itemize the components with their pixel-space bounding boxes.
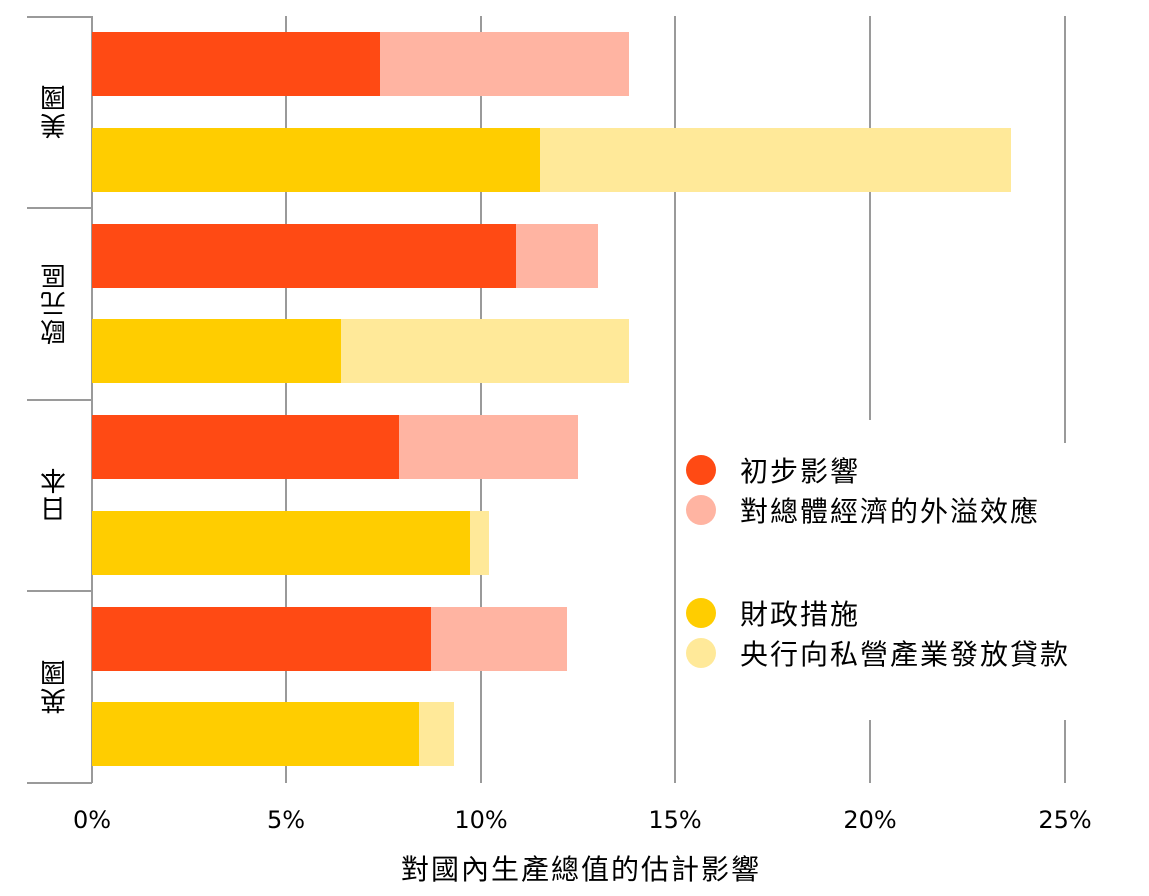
bar-us-measures [92,128,1011,192]
gridline-10 [480,16,482,783]
legend-dot-icon [686,638,716,668]
gridline-25-lower [1064,720,1066,783]
gridline-20-lower [869,720,871,783]
bar-us-impact [92,32,630,96]
bar-uk-impact-segment-secondary [430,607,567,671]
bar-japan-impact-segment-secondary [399,415,579,479]
gridline-15 [674,16,676,783]
x-tick-25: 25% [1038,806,1092,834]
bar-uk-measures-segment-secondary [418,702,454,766]
legend-label: 財政措施 [740,598,861,631]
legend-label: 央行向私營產業發放貸款 [740,638,1071,671]
x-axis-title: 對國內生產總值的估計影響 [400,853,761,886]
x-tick-0: 0% [72,806,112,834]
x-tick-10: 10% [454,806,508,834]
category-separator [27,16,92,18]
bar-us-impact-segment-secondary [380,32,630,96]
bar-eurozone-impact-segment-primary [92,224,517,288]
bar-uk-impact [92,607,567,671]
category-label-eurozone: 歐元區 [40,261,71,345]
legend-dot-icon [686,455,716,485]
gridline-5 [285,16,287,783]
bar-eurozone-measures-segment-primary [92,319,342,383]
bar-eurozone-impact-segment-secondary [516,224,598,288]
bar-eurozone-measures-segment-secondary [341,319,630,383]
category-label-uk: 英國 [40,658,71,714]
legend-label: 對總體經濟的外溢效應 [740,495,1041,528]
legend: 初步影響 對總體經濟的外溢效應 財政措施 央行向私營產業發放貸款 [686,450,1126,680]
gridline-20 [869,16,871,420]
category-separator [27,399,92,401]
bar-us-measures-segment-secondary [539,128,1011,192]
category-separator [27,207,92,209]
legend-item-central-bank-loans: 央行向私營產業發放貸款 [686,635,1070,671]
x-tick-5: 5% [266,806,306,834]
bar-eurozone-measures [92,319,630,383]
gridline-25 [1064,16,1066,443]
bar-japan-impact-segment-primary [92,415,400,479]
legend-label: 初步影響 [740,455,861,488]
bar-japan-measures-segment-secondary [469,511,489,575]
legend-dot-icon [686,598,716,628]
bar-us-measures-segment-primary [92,128,540,192]
category-label-japan: 日本 [40,466,71,523]
legend-item-fiscal: 財政措施 [686,595,860,631]
legend-dot-icon [686,495,716,525]
bar-japan-measures [92,511,489,575]
bar-japan-measures-segment-primary [92,511,470,575]
bar-japan-impact [92,415,579,479]
bar-eurozone-impact [92,224,598,288]
bar-uk-measures-segment-primary [92,702,419,766]
bar-us-impact-segment-primary [92,32,380,96]
bar-uk-impact-segment-primary [92,607,431,671]
x-tick-15: 15% [648,806,702,834]
x-tick-20: 20% [843,806,897,834]
bar-uk-measures [92,702,454,766]
category-separator [27,782,92,784]
y-axis-line [91,16,93,783]
category-label-us: 美國 [40,83,71,140]
category-separator [27,590,92,592]
legend-item-initial-impact: 初步影響 [686,452,860,488]
legend-item-spillover: 對總體經濟的外溢效應 [686,492,1040,528]
